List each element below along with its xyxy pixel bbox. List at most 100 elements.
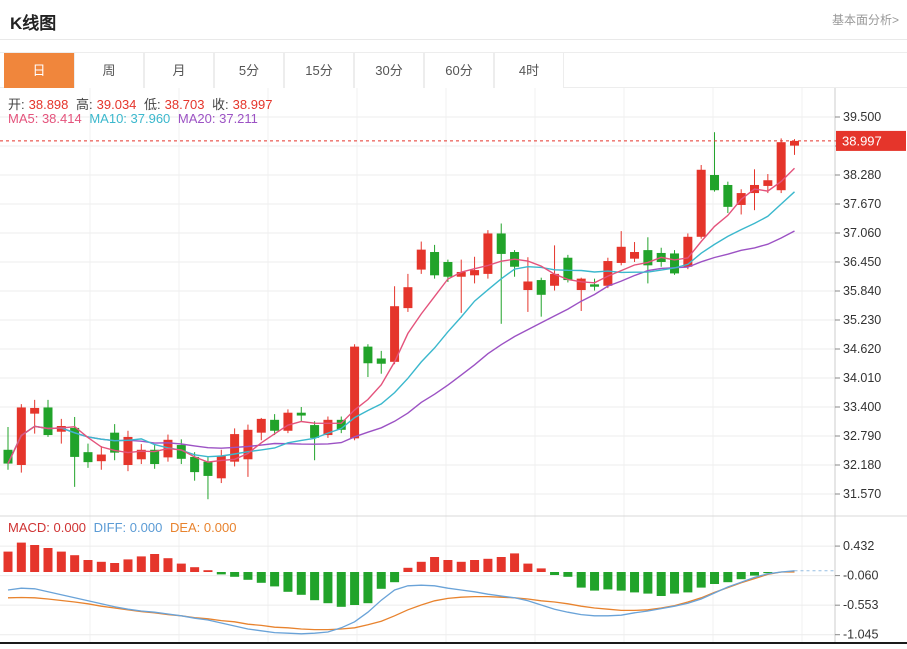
- candlestick: [416, 249, 426, 270]
- fundamental-analysis-link[interactable]: 基本面分析>: [831, 13, 899, 27]
- tab-4hour[interactable]: 4时: [494, 53, 564, 88]
- macd-bar: [176, 563, 186, 572]
- open-label: 开:: [8, 97, 25, 112]
- tab-week[interactable]: 周: [74, 53, 144, 88]
- price-axis-label: 37.060: [843, 226, 881, 240]
- open-value: 38.898: [28, 97, 69, 112]
- candlestick: [696, 169, 706, 237]
- candlestick: [763, 180, 773, 186]
- candlestick: [43, 407, 53, 436]
- candlestick: [536, 280, 546, 295]
- price-axis-label: 32.180: [843, 458, 881, 472]
- macd-bar: [630, 572, 640, 593]
- macd-bar: [696, 572, 706, 588]
- macd-bar: [523, 563, 533, 572]
- macd-bar: [243, 572, 253, 580]
- candlestick: [56, 426, 66, 432]
- macd-bar: [3, 551, 13, 572]
- macd-bar: [323, 572, 333, 604]
- macd-bar: [616, 572, 626, 591]
- macd-bar: [710, 572, 720, 584]
- high-value: 39.034: [96, 97, 137, 112]
- macd-axis-label: 0.432: [843, 539, 874, 553]
- macd-bar: [483, 558, 493, 572]
- price-axis-label: 36.450: [843, 255, 881, 269]
- diff-value: DIFF: 0.000: [93, 520, 163, 535]
- tab-month[interactable]: 月: [144, 53, 214, 88]
- macd-bar: [70, 555, 80, 572]
- price-axis-label: 35.230: [843, 313, 881, 327]
- ohlc-row: 开: 38.898 高: 39.034 低: 38.703 收: 38.997: [8, 94, 276, 113]
- macd-bar: [203, 570, 213, 572]
- macd-bar: [763, 572, 773, 574]
- macd-bar: [736, 572, 746, 580]
- page-title: K线图: [10, 14, 57, 33]
- macd-bar: [643, 572, 653, 594]
- macd-bar: [670, 572, 680, 594]
- candlestick: [710, 174, 720, 191]
- price-axis-label: 37.670: [843, 197, 881, 211]
- close-label: 收:: [212, 97, 229, 112]
- candlestick: [136, 449, 146, 460]
- macd-bar: [536, 568, 546, 572]
- candlestick: [390, 306, 400, 362]
- candlestick: [296, 412, 306, 416]
- price-axis-label: 38.280: [843, 168, 881, 182]
- candlestick: [470, 270, 480, 276]
- candlestick: [643, 250, 653, 266]
- kline-chart[interactable]: 39.50038.89038.28037.67037.06036.45035.8…: [0, 88, 907, 649]
- macd-bar: [376, 572, 386, 589]
- candlestick: [430, 252, 440, 276]
- dea-value: DEA: 0.000: [169, 520, 237, 535]
- macd-axis-label: -1.045: [843, 628, 878, 642]
- tab-5min[interactable]: 5分: [214, 53, 284, 88]
- candlestick: [576, 278, 586, 291]
- candlestick: [683, 236, 693, 267]
- tab-15min[interactable]: 15分: [284, 53, 354, 88]
- candlestick: [70, 427, 80, 457]
- macd-bar: [443, 560, 453, 572]
- macd-bar: [310, 572, 320, 601]
- candlestick: [630, 252, 640, 259]
- candlestick: [363, 346, 373, 364]
- tab-30min[interactable]: 30分: [354, 53, 424, 88]
- macd-row: MACD: 0.000 DIFF: 0.000 DEA: 0.000: [8, 520, 240, 535]
- candlestick: [256, 418, 266, 433]
- macd-bar: [430, 557, 440, 572]
- candlestick: [123, 436, 133, 465]
- candlestick: [790, 140, 799, 146]
- macd-bar: [403, 567, 413, 572]
- macd-axis-label: -0.553: [843, 598, 878, 612]
- candlestick: [203, 461, 213, 476]
- macd-bar: [656, 572, 666, 596]
- macd-bar: [510, 553, 520, 572]
- candlestick: [523, 281, 533, 291]
- tab-day[interactable]: 日: [4, 53, 74, 88]
- macd-bar: [216, 572, 226, 575]
- candlestick: [30, 407, 40, 414]
- price-axis-label: 32.790: [843, 429, 881, 443]
- macd-bar: [363, 572, 373, 604]
- macd-bar: [456, 561, 466, 572]
- candlestick: [456, 271, 466, 277]
- ma20-value: MA20: 37.211: [177, 111, 258, 126]
- macd-bar: [150, 554, 160, 572]
- tab-60min[interactable]: 60分: [424, 53, 494, 88]
- price-axis-label: 31.570: [843, 487, 881, 501]
- macd-bar: [123, 559, 133, 572]
- macd-bar: [96, 561, 106, 572]
- low-label: 低:: [144, 97, 161, 112]
- candlestick: [550, 273, 560, 286]
- candlestick: [350, 346, 360, 439]
- macd-bar: [190, 567, 200, 572]
- macd-bar: [16, 542, 26, 572]
- macd-bar: [723, 572, 733, 583]
- macd-bar: [496, 557, 506, 572]
- macd-bar: [83, 560, 93, 572]
- low-value: 38.703: [164, 97, 205, 112]
- macd-bar: [336, 572, 346, 607]
- macd-axis-label: -0.060: [843, 569, 878, 583]
- candlestick: [283, 412, 293, 431]
- price-axis-label: 33.400: [843, 400, 881, 414]
- macd-bar: [30, 545, 40, 572]
